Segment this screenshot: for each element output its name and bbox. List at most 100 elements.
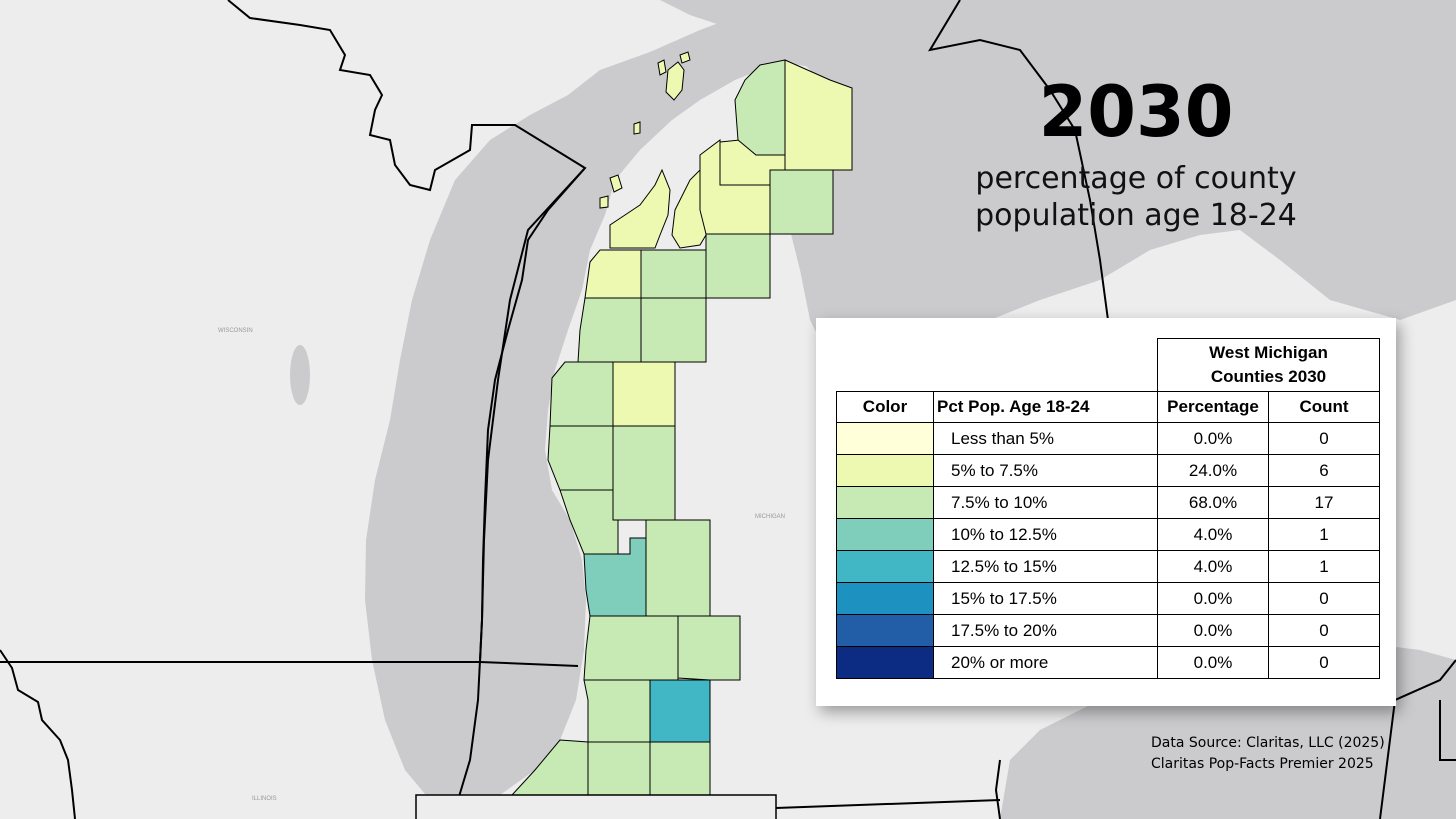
legend-count: 1 <box>1268 518 1380 551</box>
group-header: West Michigan Counties 2030 <box>1157 338 1380 392</box>
legend-percentage: 0.0% <box>1157 646 1269 679</box>
legend-range: 10% to 12.5% <box>933 518 1158 551</box>
legend-count: 0 <box>1268 582 1380 615</box>
legend-swatch-cell <box>836 582 934 615</box>
island-garden <box>657 59 667 76</box>
legend-percentage: 24.0% <box>1157 454 1269 487</box>
counties <box>510 51 853 796</box>
county-lake <box>612 361 676 427</box>
legend-count: 17 <box>1268 486 1380 519</box>
column-header-count: Count <box>1268 391 1380 423</box>
island-high <box>679 51 691 64</box>
legend-swatch-cell <box>836 454 934 487</box>
illinois-indiana-boundary <box>0 649 76 819</box>
legend-row: 5% to 7.5% 24.0% 6 <box>836 454 1380 487</box>
county-emmet <box>734 59 786 156</box>
legend-range: 12.5% to 15% <box>933 550 1158 583</box>
legend-count: 6 <box>1268 454 1380 487</box>
legend-swatch-cell <box>836 646 934 679</box>
county-leelanau <box>609 168 671 249</box>
legend-swatch-cell <box>836 486 934 519</box>
column-header-range: Pct Pop. Age 18-24 <box>933 391 1158 423</box>
legend-row: 12.5% to 15% 4.0% 1 <box>836 550 1380 583</box>
legend-table: West Michigan Counties 2030 Color Pct Po… <box>836 338 1380 679</box>
lake-michigan <box>365 8 860 805</box>
legend-range: 20% or more <box>933 646 1158 679</box>
legend-range: 5% to 7.5% <box>933 454 1158 487</box>
legend-row: 7.5% to 10% 68.0% 17 <box>836 486 1380 519</box>
county-kalkaska <box>705 233 771 299</box>
subtitle-line-1: percentage of county <box>975 161 1297 196</box>
county-otsego <box>769 169 834 235</box>
color-swatch <box>837 615 933 646</box>
county-gt-south <box>640 249 707 299</box>
legend-swatch-cell <box>836 614 934 647</box>
legend-percentage: 4.0% <box>1157 550 1269 583</box>
legend-count: 0 <box>1268 614 1380 647</box>
ohio-boundary <box>994 759 1001 819</box>
county-muskegon <box>559 489 619 555</box>
group-header-line-2: Counties 2030 <box>1210 367 1327 386</box>
legend-column-header-row: Color Pct Pop. Age 18-24 Percentage Coun… <box>836 391 1380 423</box>
legend-count: 1 <box>1268 550 1380 583</box>
legend-percentage: 4.0% <box>1157 518 1269 551</box>
group-header-line-1: West Michigan <box>1209 343 1328 362</box>
legend-swatch-cell <box>836 550 934 583</box>
data-source-line-2: Claritas Pop-Facts Premier 2025 <box>1151 756 1374 772</box>
island-beaver <box>665 61 685 101</box>
map-subtitle: percentage of county population age 18-2… <box>950 160 1322 234</box>
indiana-box <box>415 794 777 819</box>
legend-row: 17.5% to 20% 0.0% 0 <box>836 614 1380 647</box>
county-kalamazoo <box>649 679 711 743</box>
county-allegan <box>583 615 679 681</box>
color-swatch <box>837 455 933 486</box>
legend-row: 15% to 17.5% 0.0% 0 <box>836 582 1380 615</box>
legend-percentage: 0.0% <box>1157 422 1269 455</box>
legend-count: 0 <box>1268 646 1380 679</box>
color-swatch <box>837 551 933 582</box>
legend-percentage: 68.0% <box>1157 486 1269 519</box>
color-swatch <box>837 487 933 518</box>
column-header-percentage: Percentage <box>1157 391 1269 423</box>
michigan-label: MICHIGAN <box>755 514 785 520</box>
michigan-indiana-boundary <box>775 799 1001 809</box>
legend-swatch-cell <box>836 422 934 455</box>
legend-rows: Less than 5% 0.0% 0 5% to 7.5% 24.0% 6 7.5% to… <box>836 422 1380 679</box>
island-south-manitou <box>599 195 609 209</box>
lake-huron <box>660 0 1456 420</box>
legend-header-group-row: West Michigan Counties 2030 <box>837 338 1380 392</box>
map-title-year: 2030 <box>1038 71 1234 153</box>
county-cass <box>587 741 651 796</box>
data-source-line-1: Data Source: Claritas, LLC (2025) <box>1151 735 1385 751</box>
county-newaygo <box>612 425 676 521</box>
illinois-label: ILLINOIS <box>252 796 277 802</box>
county-oceana <box>547 425 614 491</box>
county-st-joseph <box>649 741 711 796</box>
ohio-east-boundary <box>1439 700 1456 761</box>
color-swatch <box>837 583 933 614</box>
lake-winnebago <box>290 345 310 405</box>
legend-row: 20% or more 0.0% 0 <box>836 646 1380 679</box>
color-swatch <box>837 647 933 678</box>
subtitle-line-2: population age 18-24 <box>975 198 1297 233</box>
county-manistee <box>577 297 642 363</box>
island-fox <box>633 121 641 135</box>
huron-boundary <box>927 0 1109 321</box>
county-wexford <box>640 297 707 363</box>
header-blank-range <box>934 339 1158 392</box>
legend-swatch-cell <box>836 518 934 551</box>
legend-range: 15% to 17.5% <box>933 582 1158 615</box>
county-cheboygan <box>784 59 853 171</box>
legend-card: West Michigan Counties 2030 Color Pct Po… <box>816 318 1396 706</box>
column-header-color: Color <box>836 391 934 423</box>
county-barry <box>677 615 741 681</box>
wisconsin-upper-boundary <box>227 0 587 663</box>
legend-percentage: 0.0% <box>1157 614 1269 647</box>
county-benzie <box>584 249 642 299</box>
wisconsin-label: WISCONSIN <box>218 328 253 334</box>
header-blank-color <box>837 339 934 392</box>
county-van-buren <box>583 679 651 743</box>
canada-boundary <box>1379 659 1456 819</box>
